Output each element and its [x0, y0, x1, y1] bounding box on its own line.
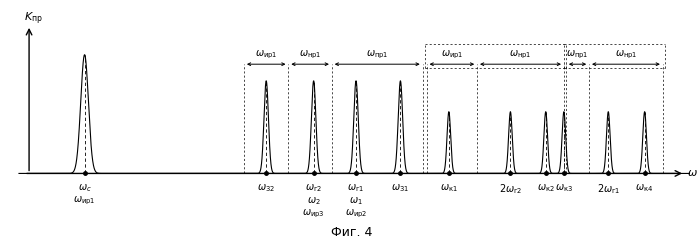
Text: $\omega$: $\omega$ [687, 168, 697, 178]
Text: $\omega_{32}$: $\omega_{32}$ [257, 182, 275, 193]
Text: $\omega_{\text{г1}}$: $\omega_{\text{г1}}$ [347, 182, 365, 193]
Text: $\omega_1$: $\omega_1$ [349, 195, 363, 207]
Text: $\omega_{\text{ир1}}$: $\omega_{\text{ир1}}$ [441, 48, 463, 61]
Text: $\omega_{\text{к4}}$: $\omega_{\text{к4}}$ [636, 182, 654, 193]
Text: $\omega_{31}$: $\omega_{31}$ [391, 182, 409, 193]
Text: $\omega_{\text{к1}}$: $\omega_{\text{к1}}$ [440, 182, 458, 193]
Text: $\omega_c$: $\omega_c$ [77, 182, 91, 193]
Text: $\omega_{\text{ир2}}$: $\omega_{\text{ир2}}$ [345, 208, 367, 220]
Text: $\omega_{\text{г2}}$: $\omega_{\text{г2}}$ [305, 182, 322, 193]
Text: $\omega_{\text{ир3}}$: $\omega_{\text{ир3}}$ [302, 208, 325, 220]
Text: $\omega_{\text{нр1}}$: $\omega_{\text{нр1}}$ [299, 48, 321, 61]
Text: $2\omega_{\text{г2}}$: $2\omega_{\text{г2}}$ [498, 182, 522, 196]
Text: $\omega_{\text{ир1}}$: $\omega_{\text{ир1}}$ [255, 48, 277, 61]
Text: $2\omega_{\text{г1}}$: $2\omega_{\text{г1}}$ [597, 182, 620, 196]
Text: $\omega_{\text{к3}}$: $\omega_{\text{к3}}$ [555, 182, 573, 193]
Text: $\omega_{\text{пр1}}$: $\omega_{\text{пр1}}$ [566, 48, 589, 61]
Text: $\omega_{\text{ир1}}$: $\omega_{\text{ир1}}$ [73, 195, 96, 207]
Text: $\omega_{\text{пр1}}$: $\omega_{\text{пр1}}$ [366, 48, 388, 61]
Text: $K_{\text{пр}}$: $K_{\text{пр}}$ [24, 11, 43, 27]
Text: Фиг. 4: Фиг. 4 [331, 226, 373, 239]
Text: $\omega_2$: $\omega_2$ [307, 195, 321, 207]
Text: $\omega_{\text{нр1}}$: $\omega_{\text{нр1}}$ [615, 48, 637, 61]
Text: $\omega_{\text{нр1}}$: $\omega_{\text{нр1}}$ [510, 48, 532, 61]
Text: $\omega_{\text{к2}}$: $\omega_{\text{к2}}$ [537, 182, 555, 193]
